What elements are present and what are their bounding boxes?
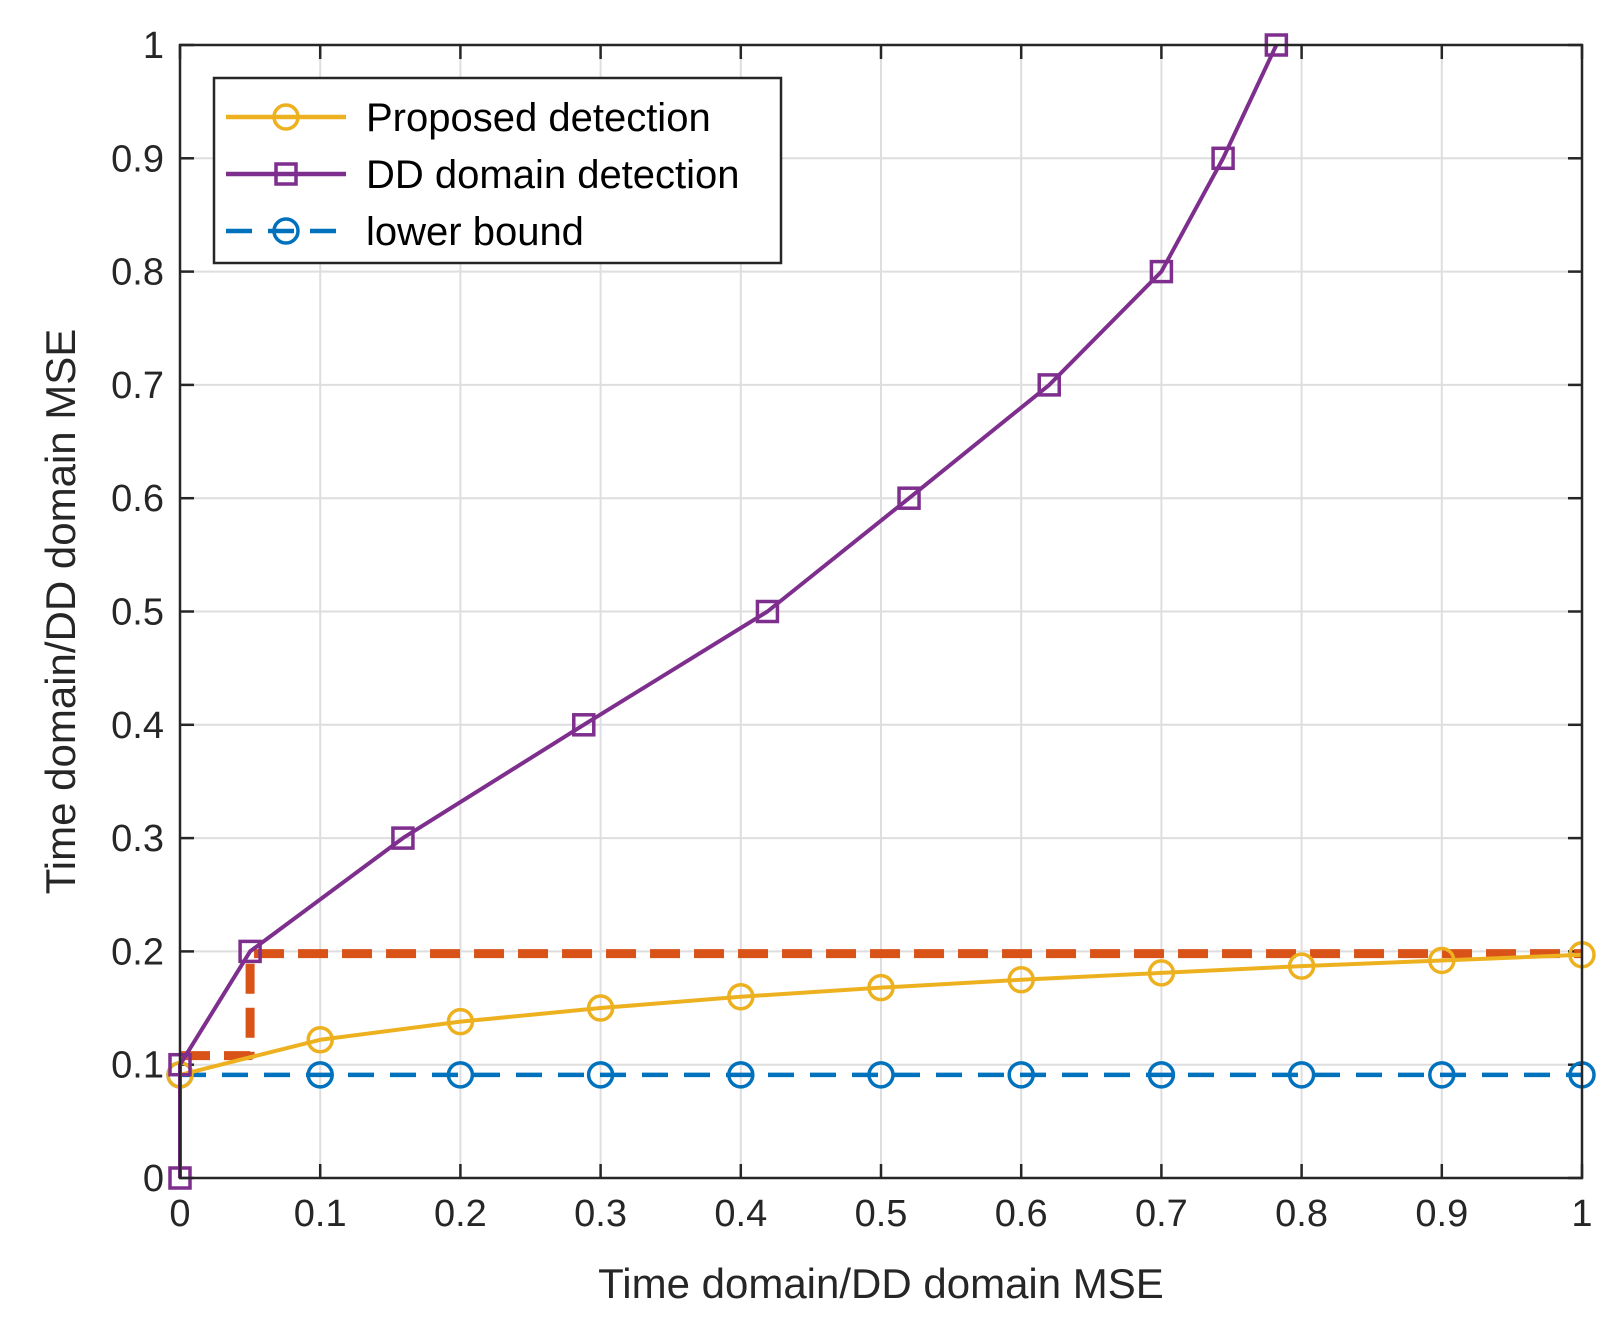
data-point-circle: [272, 103, 300, 131]
x-tick-label: 0.3: [574, 1193, 627, 1235]
y-tick-label: 0.1: [111, 1045, 164, 1087]
data-point-square: [274, 162, 298, 186]
data-point-circle: [1428, 1061, 1456, 1089]
series-layer: [166, 33, 1596, 1190]
x-tick-label: 0.5: [855, 1193, 908, 1235]
data-point-circle: [1428, 946, 1456, 975]
data-point-square: [1149, 259, 1174, 284]
series-annotation: [180, 949, 1582, 1061]
data-point-circle: [1287, 952, 1316, 980]
x-tick-label: 0.4: [714, 1193, 767, 1235]
x-axis-label: Time domain/DD domain MSE: [598, 1260, 1164, 1307]
x-tick-label: 0: [169, 1193, 190, 1235]
y-tick-label: 0.4: [111, 705, 164, 747]
y-tick-label: 0.5: [111, 592, 164, 634]
data-point-circle: [586, 994, 615, 1022]
data-point-circle: [867, 973, 895, 1002]
data-point-circle: [1147, 1061, 1176, 1089]
data-point-circle: [446, 1061, 475, 1089]
x-tick-label: 0.6: [995, 1193, 1048, 1235]
tick-labels: 0 0.1 0.2 0.3 0.4 0.5 0.6 0.7 0.8 0.9 1 0 0.1 0.2 0.3 0…: [111, 25, 1592, 1235]
legend: Proposed detection DD domain detection low…: [212, 76, 783, 265]
data-point-square: [572, 713, 596, 737]
y-axis-label: Time domain/DD domain MSE: [37, 329, 84, 895]
data-point-circle: [727, 1061, 755, 1089]
data-point-circle: [306, 1061, 334, 1089]
data-point-square: [238, 939, 262, 964]
data-point-circle: [1287, 1061, 1316, 1089]
data-point-square: [391, 826, 415, 850]
legend-label: Proposed detection: [366, 96, 711, 140]
data-point-circle: [446, 1007, 475, 1036]
legend-box: [212, 76, 783, 265]
x-tick-label: 0.1: [294, 1193, 347, 1235]
legend-label: DD domain detection: [366, 153, 740, 197]
legend-item: DD domain detection: [226, 153, 740, 197]
y-tick-label: 0: [143, 1158, 164, 1200]
y-tick-label: 0.3: [111, 818, 164, 860]
legend-item: Proposed detection: [226, 96, 711, 140]
series-dd-domain-detection: [168, 33, 1289, 1190]
x-tick-label: 0.9: [1415, 1193, 1468, 1235]
data-point-circle: [727, 982, 755, 1011]
data-point-circle: [306, 1026, 334, 1054]
x-tick-label: 0.7: [1135, 1193, 1188, 1235]
data-point-circle: [1007, 965, 1035, 994]
plot-frame: [178, 43, 1584, 1180]
series-line: [178, 44, 1279, 1178]
data-point-square: [1037, 373, 1061, 397]
x-tick-label: 0.8: [1275, 1193, 1328, 1235]
y-tick-label: 1: [143, 25, 164, 67]
y-tick-label: 0.9: [111, 138, 164, 180]
y-tick-label: 0.7: [111, 365, 164, 407]
x-tick-label: 0.2: [434, 1193, 487, 1235]
y-tick-label: 0.8: [111, 252, 164, 294]
data-point-circle: [586, 1061, 615, 1089]
data-point-circle: [272, 217, 300, 245]
series-proposed-detection: [166, 941, 1596, 1089]
data-point-square: [1211, 146, 1235, 171]
y-tick-label: 0.6: [111, 478, 164, 520]
series-lower-bound: [166, 1061, 1596, 1089]
legend-label: lower bound: [366, 210, 584, 254]
data-point-circle: [1147, 959, 1176, 987]
x-tick-label: 1: [1571, 1193, 1592, 1235]
series-line: [179, 952, 1583, 1077]
data-point-circle: [867, 1061, 895, 1089]
data-point-circle: [1007, 1061, 1035, 1089]
data-point-square: [897, 486, 921, 510]
series-line: [180, 949, 1582, 1061]
y-tick-label: 0.2: [111, 931, 164, 973]
legend-item: lower bound: [226, 210, 584, 254]
data-point-square: [755, 599, 780, 624]
